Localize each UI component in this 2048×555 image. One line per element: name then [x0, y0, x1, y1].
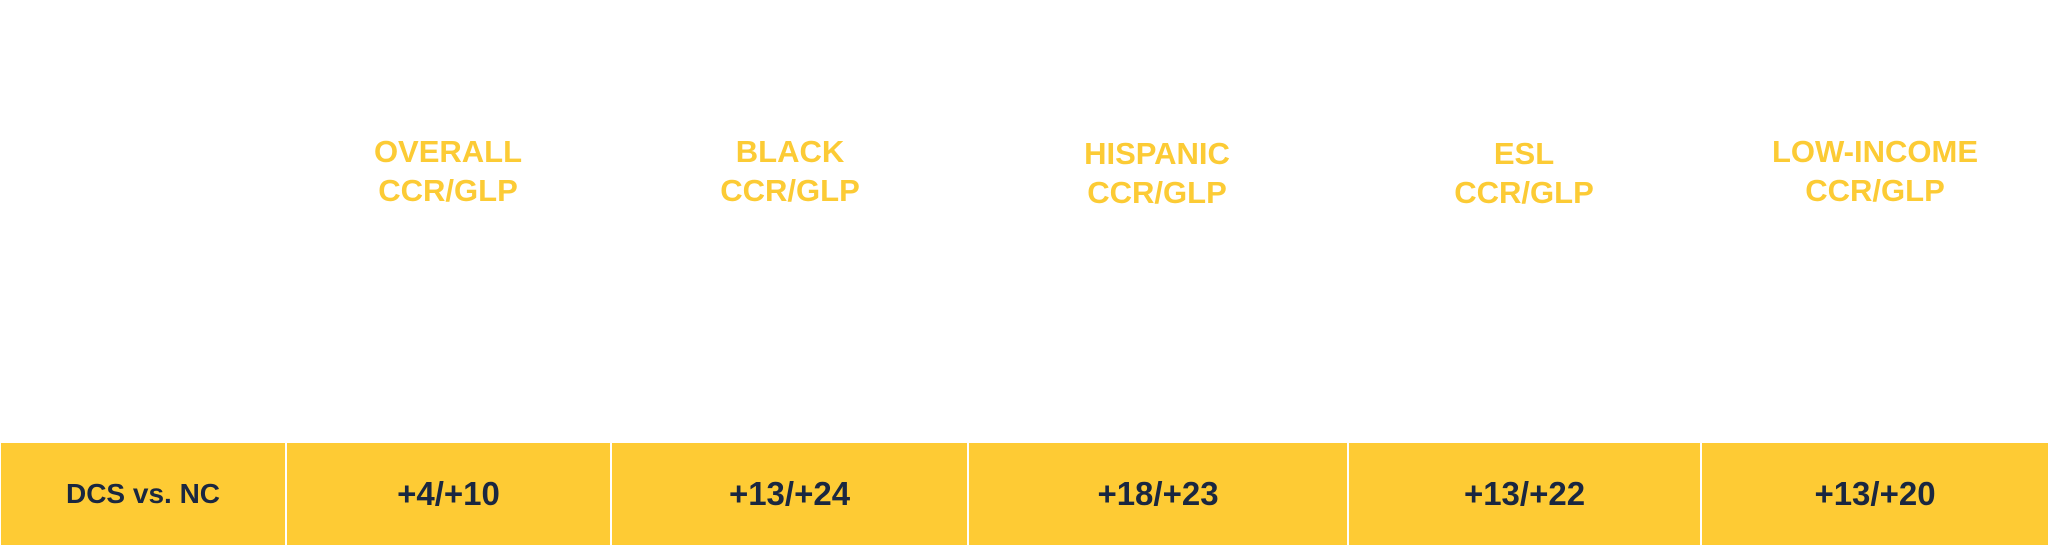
column-header-line: ESL [1493, 136, 1555, 171]
row-label-cell: DCS vs. NC [1, 443, 285, 545]
column-header-low-income: LOW-INCOME CCR/GLP [1735, 132, 2015, 210]
column-header-line: CCR/GLP [720, 173, 860, 208]
column-header-hispanic: HISPANIC CCR/GLP [1037, 134, 1277, 212]
column-header-line: CCR/GLP [378, 173, 518, 208]
column-header-line: BLACK [735, 134, 845, 169]
table-row: DCS vs. NC +4/+10 +13/+24 +18/+23 +13/+2… [1, 443, 2048, 545]
hispanic-value-cell: +18/+23 [969, 443, 1347, 545]
column-header-overall: OVERALL CCR/GLP [328, 132, 568, 210]
black-value-cell: +13/+24 [612, 443, 967, 545]
column-header-line: CCR/GLP [1454, 175, 1594, 210]
column-header-esl: ESL CCR/GLP [1404, 134, 1644, 212]
column-header-line: CCR/GLP [1087, 175, 1227, 210]
column-header-line: HISPANIC [1084, 136, 1230, 171]
esl-value-cell: +13/+22 [1349, 443, 1700, 545]
low-income-value-cell: +13/+20 [1702, 443, 2048, 545]
column-header-line: CCR/GLP [1805, 173, 1945, 208]
column-header-black: BLACK CCR/GLP [670, 132, 910, 210]
column-header-line: LOW-INCOME [1771, 134, 1978, 169]
table-header-row: OVERALL CCR/GLP BLACK CCR/GLP HISPANIC C… [328, 132, 2015, 212]
overall-value-cell: +4/+10 [287, 443, 610, 545]
column-header-line: OVERALL [373, 134, 523, 169]
